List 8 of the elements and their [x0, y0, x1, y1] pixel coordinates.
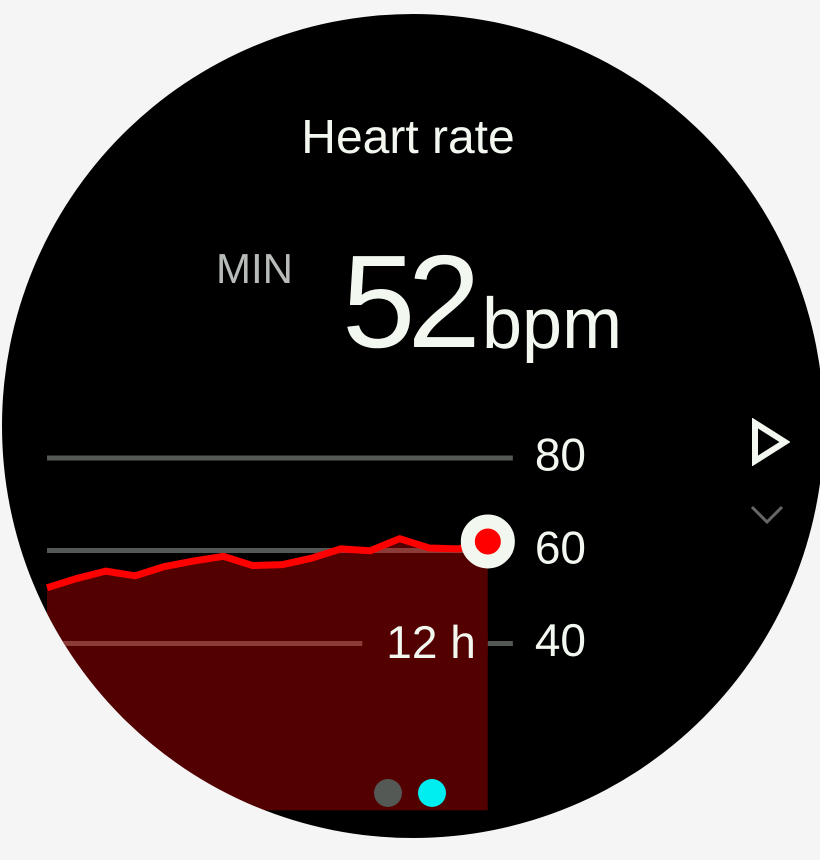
y-tick-label: 80: [534, 428, 586, 481]
y-tick-label: 40: [534, 614, 586, 666]
text: 52: [342, 228, 473, 375]
text: bpm: [482, 284, 622, 364]
chart-title: Heart rate: [300, 111, 516, 164]
annotation: 12 h: [386, 616, 476, 668]
y-tick-label: 60: [534, 521, 586, 574]
text: MIN: [216, 245, 293, 292]
